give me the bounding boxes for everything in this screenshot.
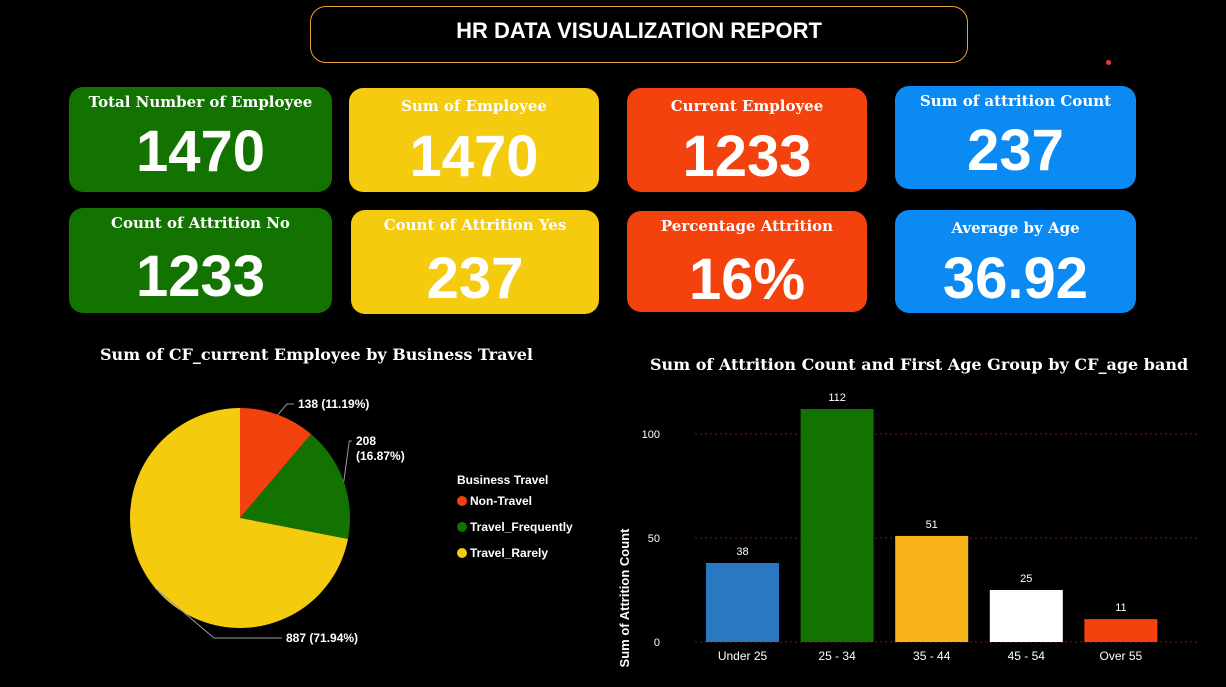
pie-data-label: 208 (16.87%) — [356, 434, 405, 463]
kpi-card-sum-employee: Sum of Employee 1470 — [349, 88, 599, 192]
x-tick-label: Under 25 — [718, 649, 768, 663]
kpi-value: 36.92 — [942, 246, 1089, 311]
pie-leader-line — [154, 587, 282, 639]
kpi-value: 1470 — [409, 124, 539, 189]
kpi-card-attrition-count: Sum of attrition Count 237 — [895, 86, 1136, 189]
red-dot-marker — [1106, 60, 1111, 65]
kpi-value: 237 — [967, 118, 1064, 183]
kpi-label: Count of Attrition No — [111, 214, 290, 232]
kpi-card-attrition-no: Count of Attrition No 1233 — [69, 208, 332, 313]
kpi-card-average-age: Average by Age 36.92 — [895, 210, 1136, 313]
pie-slice-travel-frequently[interactable] — [240, 434, 350, 540]
kpi-label: Current Employee — [670, 97, 824, 115]
y-tick-label: 100 — [642, 429, 660, 441]
pie-chart-title: Sum of CF_current Employee by Business T… — [100, 345, 533, 364]
x-tick-label: 45 - 54 — [1008, 649, 1046, 663]
kpi-value: 1470 — [135, 119, 266, 184]
kpi-label: Sum of attrition Count — [919, 92, 1112, 110]
kpi-card-current-employee: Current Employee 1233 — [627, 88, 867, 192]
bar-25-34[interactable] — [800, 409, 874, 642]
legend-marker-non-travel — [457, 496, 467, 506]
kpi-value: 1233 — [682, 124, 812, 189]
bar-35-44[interactable] — [895, 535, 969, 642]
bar-value-label: 25 — [1020, 573, 1032, 585]
kpi-label: Percentage Attrition — [660, 217, 834, 235]
kpi-card-percentage-attrition: Percentage Attrition 16% — [627, 211, 867, 312]
kpi-value: 16% — [688, 247, 806, 312]
kpi-value: 1233 — [135, 244, 266, 309]
pie-slice-non-travel[interactable] — [240, 408, 312, 518]
pie-data-label: 138 (11.19%) — [298, 397, 369, 411]
kpi-label: Count of Attrition Yes — [383, 216, 567, 234]
x-tick-label: 25 - 34 — [818, 649, 856, 663]
legend-item-label[interactable]: Travel_Rarely — [470, 546, 548, 560]
pie-leader-line — [277, 403, 294, 416]
pie-data-label: 887 (71.94%) — [286, 631, 358, 645]
bar-value-label: 51 — [926, 519, 938, 531]
kpi-value: 237 — [426, 246, 524, 311]
kpi-card-total-employee: Total Number of Employee 1470 — [69, 87, 332, 192]
kpi-label: Total Number of Employee — [88, 93, 313, 111]
y-axis-label: Sum of Attrition Count — [617, 528, 632, 668]
legend-item-label[interactable]: Travel_Frequently — [470, 520, 573, 534]
bar-45-54[interactable] — [989, 590, 1063, 642]
legend-marker-travel-rarely — [457, 548, 467, 558]
bar-value-label: 112 — [828, 392, 846, 404]
x-tick-label: Over 55 — [1100, 649, 1143, 663]
pie-leader-line — [343, 440, 352, 482]
bar-over-55[interactable] — [1084, 619, 1158, 642]
y-tick-label: 50 — [648, 533, 660, 545]
kpi-label: Average by Age — [951, 219, 1080, 237]
bar-under-25[interactable] — [706, 562, 779, 642]
bar-value-label: 38 — [736, 546, 748, 558]
legend-title: Business Travel — [457, 473, 548, 487]
legend-marker-travel-frequently — [457, 522, 467, 532]
x-tick-label: 35 - 44 — [913, 649, 951, 663]
pie-slice-travel-rarely[interactable] — [129, 408, 348, 628]
report-title-box: HR DATA VISUALIZATION REPORT — [310, 6, 968, 63]
kpi-label: Sum of Employee — [401, 97, 547, 115]
report-title: HR DATA VISUALIZATION REPORT — [456, 17, 822, 43]
bar-chart-title: Sum of Attrition Count and First Age Gro… — [650, 355, 1189, 374]
kpi-card-attrition-yes: Count of Attrition Yes 237 — [351, 210, 599, 314]
pie-chart: 138 (11.19%) 208 (16.87%) 887 (71.94%) Busin… — [129, 397, 573, 645]
bar-chart: 0 50 100 Sum of Attrition Count 38 Under 25 11… — [617, 392, 1198, 668]
y-tick-label: 0 — [654, 637, 660, 649]
legend-item-label[interactable]: Non-Travel — [470, 494, 532, 508]
bar-value-label: 11 — [1115, 602, 1126, 614]
